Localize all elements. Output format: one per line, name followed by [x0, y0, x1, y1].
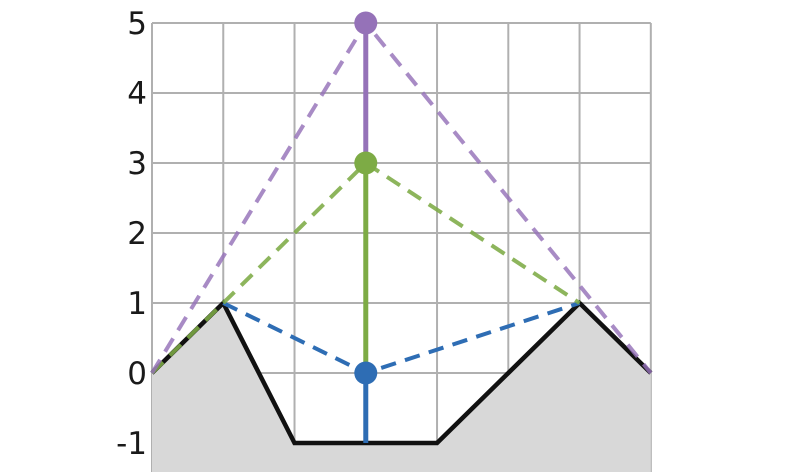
y-tick-label: 0 [127, 356, 147, 392]
y-tick-label: 1 [127, 286, 147, 322]
y-tick-label: 5 [127, 6, 147, 42]
y-tick-label: 4 [127, 76, 147, 112]
green-point-marker [354, 151, 378, 175]
terrain-fill-area [152, 303, 651, 472]
purple-point-marker [354, 11, 378, 35]
y-tick-label: -1 [116, 426, 147, 462]
y-tick-label: 2 [127, 216, 147, 252]
blue-point-marker [354, 361, 378, 385]
y-tick-label: 3 [127, 146, 147, 182]
